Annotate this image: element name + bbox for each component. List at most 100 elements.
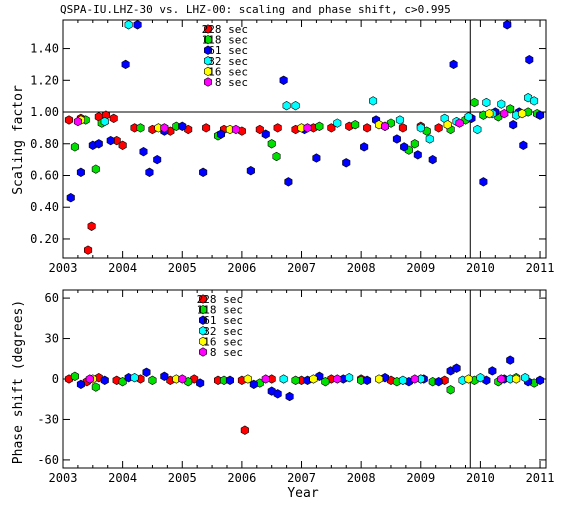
data-point (225, 375, 234, 385)
data-point (400, 142, 409, 152)
data-point (506, 104, 515, 114)
data-point (509, 120, 518, 130)
data-point (497, 374, 506, 384)
data-point (455, 118, 464, 128)
data-point (240, 425, 249, 435)
data-point (485, 108, 494, 119)
data-point (506, 355, 515, 365)
data-point (476, 373, 485, 383)
data-point (398, 123, 407, 133)
x-tick-label: 2003 (49, 261, 78, 275)
data-point (70, 142, 79, 152)
data-point (519, 140, 528, 150)
data-point (199, 167, 208, 177)
legend-marker (199, 304, 207, 315)
data-point (153, 154, 162, 165)
data-point (190, 374, 199, 384)
data-point (410, 374, 419, 384)
data-point (273, 389, 282, 399)
data-point (272, 151, 281, 162)
x-tick-label: 2006 (227, 261, 256, 275)
legend-marker (199, 294, 207, 304)
y-tick-label: -60 (37, 453, 59, 467)
data-point (291, 101, 300, 111)
data-point (85, 374, 94, 384)
data-point (482, 97, 491, 108)
data-point (94, 373, 103, 383)
data-point (530, 96, 539, 106)
data-point (217, 129, 225, 139)
series-8-sec (73, 108, 509, 135)
data-point (267, 386, 276, 396)
data-point (139, 147, 148, 157)
legend-marker (199, 326, 207, 336)
data-point (380, 121, 390, 131)
y-tick-label: 1.20 (30, 73, 59, 87)
legend-marker (204, 45, 212, 55)
data-point (91, 164, 100, 174)
data-point (535, 110, 545, 120)
data-point (267, 139, 276, 149)
data-point (464, 374, 473, 384)
x-tick-label: 2011 (526, 471, 555, 485)
data-point (309, 374, 318, 384)
data-point (398, 375, 407, 385)
data-point (369, 96, 378, 106)
series-32-sec (130, 373, 530, 385)
data-point (333, 118, 342, 128)
series-228-sec (64, 110, 443, 255)
data-point (246, 166, 255, 176)
legend-label: 228 sec (202, 23, 248, 36)
scaling-factor-panel: 2003 2004 2005 2006 2007 2008 2009 2010 2011 0.20… (30, 19, 554, 275)
y-tick-label: 0.20 (30, 232, 59, 246)
data-point (279, 75, 288, 85)
data-point (312, 153, 321, 163)
series-16-sec (88, 374, 521, 384)
data-point (76, 167, 85, 177)
legend-marker (204, 66, 212, 77)
data-point (160, 123, 169, 133)
data-point (452, 363, 461, 373)
data-point (524, 93, 533, 103)
data-point (497, 99, 506, 109)
legend-marker (199, 336, 207, 347)
data-point (410, 139, 419, 149)
plot-frame (62, 19, 547, 259)
data-point (145, 167, 154, 177)
x-tick-label: 2005 (168, 471, 197, 485)
data-point (178, 121, 187, 131)
data-point (255, 124, 264, 135)
legend-label: 32 sec (203, 325, 243, 338)
y-tick-label: 0 (52, 372, 59, 386)
y-tick-label: 0.40 (30, 200, 59, 214)
x-tick-label: 2010 (466, 261, 495, 275)
data-point (284, 177, 293, 187)
data-point (503, 20, 512, 30)
data-point (395, 115, 404, 125)
data-point (392, 134, 401, 144)
data-point (291, 375, 300, 385)
data-point (87, 221, 96, 231)
data-point (413, 150, 422, 160)
legend-label: 118 sec (202, 34, 248, 47)
data-point (94, 139, 103, 149)
data-point (196, 378, 205, 388)
data-point (360, 142, 369, 152)
data-point (374, 374, 384, 384)
x-tick-label: 2004 (108, 471, 137, 485)
y-tick-label: 0.80 (30, 137, 59, 151)
y-tick-label: 30 (45, 332, 59, 346)
y-tick-label: -30 (37, 412, 59, 426)
legend-label: 32 sec (208, 55, 248, 68)
data-point (261, 129, 270, 139)
x-tick-label: 2003 (49, 471, 78, 485)
x-tick-label: 2004 (108, 261, 137, 275)
data-point (118, 140, 127, 150)
data-point (351, 120, 360, 130)
x-tick-label: 2007 (287, 261, 316, 275)
data-point (521, 373, 530, 383)
legend-marker (199, 347, 207, 357)
x-tick-label: 2006 (227, 471, 256, 485)
